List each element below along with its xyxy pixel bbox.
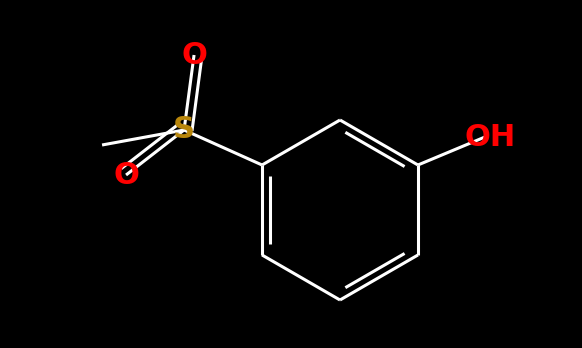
Text: S: S bbox=[173, 116, 195, 144]
Text: O: O bbox=[113, 160, 139, 190]
Text: O: O bbox=[181, 40, 207, 70]
Text: OH: OH bbox=[464, 122, 516, 151]
